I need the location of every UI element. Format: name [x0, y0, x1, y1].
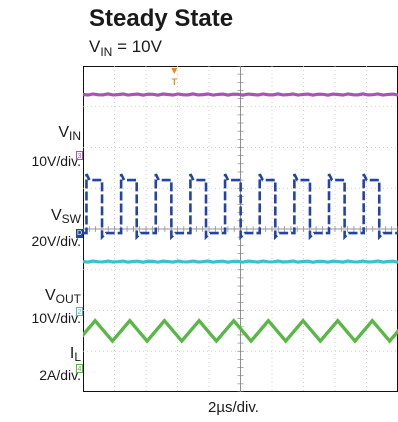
vin-label: VIN — [58, 124, 81, 143]
vsw-label: VSW — [50, 207, 81, 226]
vin-trace — [83, 92, 398, 97]
vin-scale: 10V/div. — [31, 153, 81, 169]
vsw-trace — [83, 173, 398, 241]
trigger-label: T — [172, 77, 178, 87]
chart-title: Steady State — [89, 5, 234, 32]
vsw-channel-marker: D — [76, 229, 83, 238]
x-axis-label: 2µs/div. — [208, 399, 259, 416]
vin-channel-marker: 3 — [76, 151, 83, 160]
vsw-scale: 20V/div. — [31, 233, 81, 249]
input-condition: VIN = 10V — [89, 37, 162, 59]
il-scale: 2A/div. — [39, 367, 81, 383]
oscilloscope-plot: T — [83, 66, 398, 392]
vout-label: VOUT — [44, 287, 81, 306]
vout-trace — [83, 259, 398, 264]
il-channel-marker: 4 — [76, 364, 83, 373]
il-label: IL — [69, 345, 81, 364]
vout-scale: 10V/div. — [31, 310, 81, 326]
il-trace — [83, 318, 398, 344]
vout-channel-marker: 2 — [76, 307, 83, 316]
trigger-marker-icon — [171, 68, 178, 74]
